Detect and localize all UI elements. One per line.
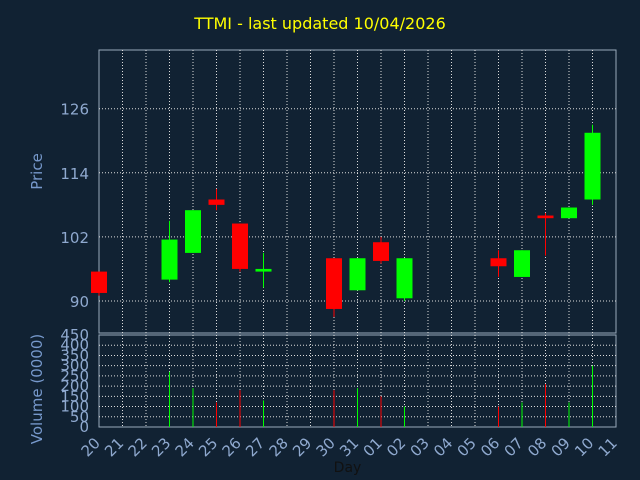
volume-y-tick-label: 200 [60,377,89,395]
volume-bar-24 [192,388,194,427]
x-tick-label: 28 [266,434,292,460]
volume-y-tick-label: 450 [60,326,89,344]
price-y-tick-label: 114 [60,165,89,183]
volume-bars [169,365,593,427]
volume-y-tick-label: 250 [60,367,89,385]
volume-bar-23 [169,371,170,427]
price-y-tick-label: 126 [60,101,89,119]
volume-y-tick-label: 0 [79,418,89,436]
price-gridlines [99,50,616,333]
candle-23 [161,220,178,283]
candle-body [584,132,601,200]
x-tick-label: 31 [336,434,362,460]
volume-bar-30 [333,390,335,427]
candle-31 [349,258,366,291]
x-tick-label: 04 [430,434,456,460]
x-tick-label: 20 [78,434,104,460]
candle-body [514,250,530,277]
candle-body [208,199,225,205]
volume-y-tick-label: 350 [60,346,89,364]
candle-body [91,271,107,293]
candle-body [396,258,413,299]
x-tick-label: 21 [101,434,127,460]
x-tick-label: 03 [407,434,433,460]
x-tick-label: 30 [313,434,339,460]
candle-body [490,258,507,267]
volume-bar-07 [521,402,523,427]
candle-27 [255,252,272,288]
x-tick-label: 24 [172,434,198,460]
candle-body [537,215,554,219]
volume-y-tick-label: 50 [70,408,89,426]
candle-body [349,258,366,291]
price-axis-label: Price [28,153,46,190]
x-tick-label: 05 [454,434,480,460]
volume-y-tick-label: 150 [60,387,89,405]
x-tick-label: 08 [524,434,550,460]
x-tick-label: 06 [477,434,503,460]
candle-09 [561,207,577,219]
candle-body [561,207,577,219]
volume-axis-label: Volume (0000) [28,334,46,444]
candle-10 [584,124,601,205]
price-panel: 90 102 114 126 Price [28,49,617,334]
price-y-tick-label: 102 [60,229,89,247]
x-tick-label: 11 [595,434,621,460]
x-tick-label: 01 [360,434,386,460]
volume-y-tick-label: 100 [60,398,89,416]
x-tick-label: 07 [501,434,527,460]
price-y-tick-label: 90 [70,293,89,311]
volume-y-tick-label: 300 [60,357,89,375]
candle-06 [490,250,507,277]
x-axis-ticks: 2021222324252627282930310102030405060708… [78,434,621,460]
candle-20 [91,271,107,296]
candle-body [373,242,389,261]
x-tick-label: 02 [383,434,409,460]
candle-07 [514,250,530,277]
x-axis-label: Day [334,460,362,476]
volume-bar-02 [404,406,405,427]
x-tick-label: 22 [125,434,151,460]
chart-title: TTMI - last updated 10/04/2026 [194,14,446,33]
volume-bar-01 [380,396,382,427]
volume-bar-31 [357,388,358,427]
candle-26 [232,223,248,272]
x-tick-label: 10 [571,434,597,460]
candle-24 [185,210,201,253]
candle-body [232,223,248,269]
volume-bar-10 [592,365,593,427]
candle-08 [537,212,554,256]
price-candles [91,124,601,317]
x-tick-label: 29 [289,434,315,460]
candle-body [161,239,178,280]
candle-02 [396,258,413,301]
x-tick-label: 25 [195,434,221,460]
candle-body [185,210,201,253]
candle-body [326,258,342,309]
candle-01 [373,236,389,264]
volume-bar-09 [568,402,570,427]
x-tick-label: 27 [242,434,268,460]
volume-bar-25 [216,402,217,427]
volume-bar-08 [545,384,546,427]
candle-30 [326,258,342,317]
volume-bar-26 [239,390,241,427]
candle-body [255,268,272,272]
volume-y-tick-label: 400 [60,336,89,354]
volume-bar-06 [498,406,499,427]
x-tick-label: 23 [148,434,174,460]
volume-bar-27 [263,400,264,427]
price-y-ticks: 90 102 114 126 [60,101,89,311]
candle-25 [208,188,225,211]
x-tick-label: 09 [548,434,574,460]
x-tick-label: 26 [219,434,245,460]
